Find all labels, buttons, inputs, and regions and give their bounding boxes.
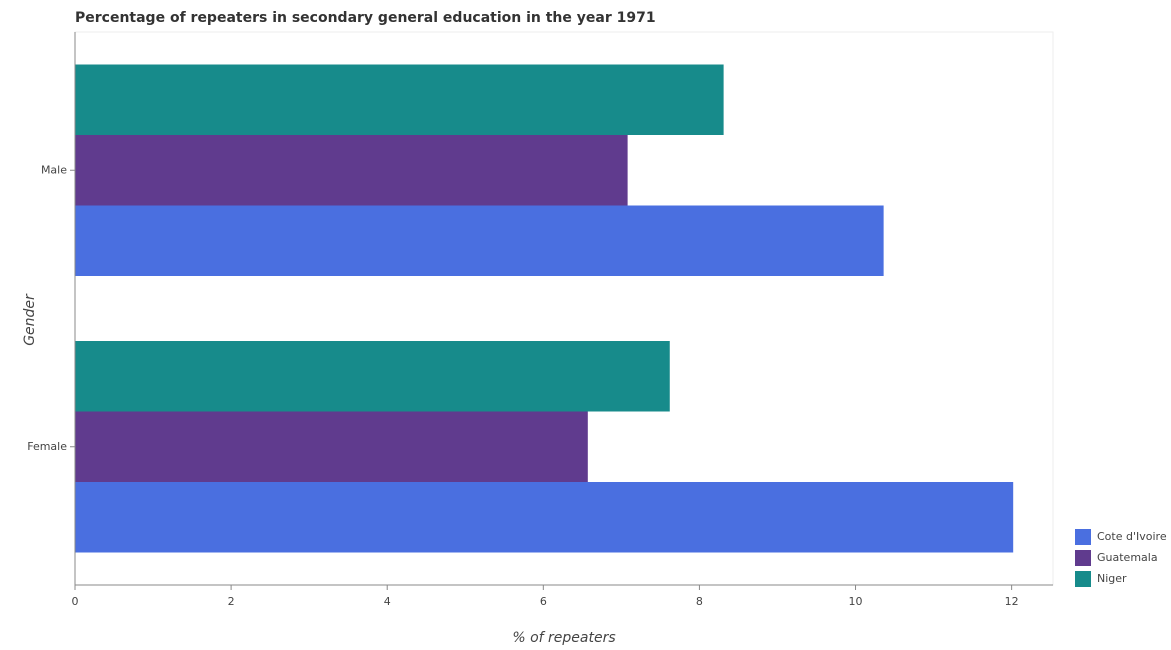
legend-label: Cote d'Ivoire [1097,530,1167,543]
legend-label: Guatemala [1097,551,1158,564]
bar [75,341,670,412]
x-tick-label: 4 [384,595,391,608]
x-tick-label: 8 [696,595,703,608]
chart-title: Percentage of repeaters in secondary gen… [75,10,656,26]
bar [75,411,588,482]
x-tick-label: 2 [228,595,235,608]
legend-swatch [1075,529,1091,545]
y-tick-label: Female [27,440,67,453]
legend-swatch [1075,550,1091,566]
bar [75,135,628,206]
x-tick-label: 0 [72,595,79,608]
x-tick-label: 6 [540,595,547,608]
bar [75,482,1014,553]
x-tick-label: 10 [849,595,863,608]
y-axis-label: Gender [22,293,38,346]
x-tick-label: 12 [1005,595,1019,608]
legend-swatch [1075,571,1091,587]
x-axis-label: % of repeaters [512,630,615,646]
legend-label: Niger [1097,572,1127,585]
y-tick-label: Male [41,163,67,176]
bar [75,64,724,135]
bar [75,205,884,276]
